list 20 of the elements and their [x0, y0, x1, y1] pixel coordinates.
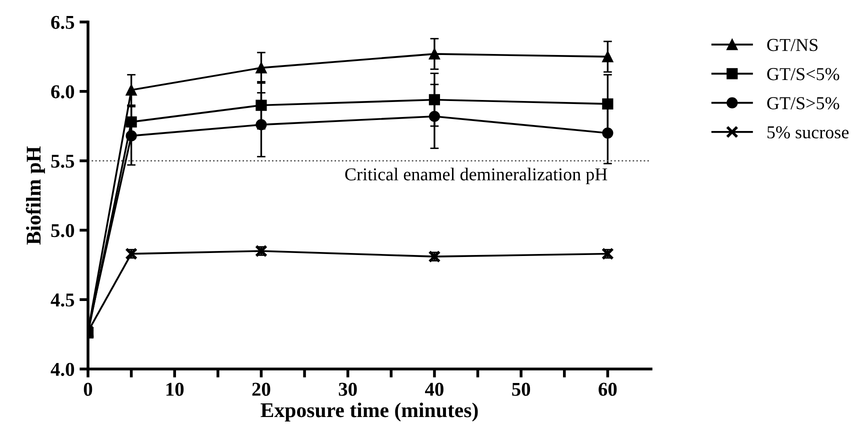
x-tick-label: 30 [338, 382, 357, 396]
y-tick-label: 4.5 [50, 294, 74, 307]
x-tick-label: 20 [252, 382, 270, 396]
y-tick-label: 6.0 [51, 85, 74, 98]
y-tick-label: 5.0 [51, 224, 74, 238]
x-tick-label: 10 [166, 382, 184, 396]
legend-label: GT/S>5% [767, 97, 840, 110]
y-tick-label: 6.5 [51, 16, 74, 30]
legend-label: GT/NS [767, 38, 818, 52]
x-tick-label: 40 [425, 382, 444, 396]
legend-label: 5% sucrose [768, 126, 849, 138]
x-axis-title: Exposure time (minutes) [260, 402, 478, 422]
x-tick-label: 50 [512, 382, 530, 396]
y-axis-title: Biofilm pH [26, 146, 45, 245]
y-tick-label: 5.5 [51, 154, 74, 168]
legend-label: GT/S<5% [767, 68, 840, 80]
x-tick-label: 0 [84, 382, 92, 396]
ref-line-label: Critical enamel demineralization pH [345, 168, 608, 184]
y-tick-label: 4.0 [50, 362, 74, 376]
x-tick-label: 60 [598, 382, 617, 396]
